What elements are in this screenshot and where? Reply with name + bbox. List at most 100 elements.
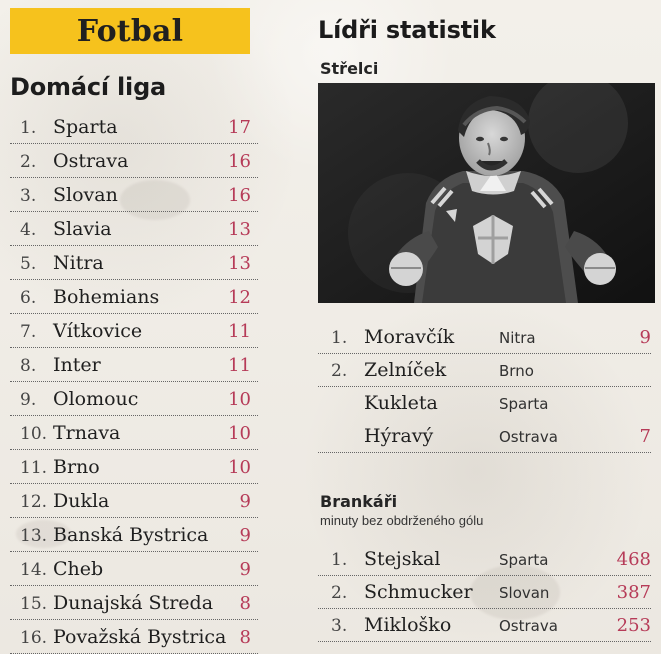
table-row: 5. Nitra 13 <box>10 246 258 280</box>
table-row: 2. Ostrava 16 <box>10 144 258 178</box>
paper-stain <box>470 565 560 620</box>
goalkeepers-title: Brankáři <box>320 492 398 511</box>
row-team: Dukla <box>53 490 110 512</box>
scorer-club: Brno <box>499 362 534 380</box>
table-row: 1. Stejskal Sparta 468 <box>318 542 651 576</box>
table-row: 15. Dunajská Streda 8 <box>10 586 258 620</box>
row-points: 13 <box>228 219 251 240</box>
category-badge: Fotbal <box>10 8 250 54</box>
goalkeeper-minutes: 253 <box>616 615 651 636</box>
goalkeeper-rank: 2. <box>331 583 348 603</box>
row-points: 17 <box>228 117 251 138</box>
table-row: 9. Olomouc 10 <box>10 382 258 416</box>
table-row: 2. Schmucker Slovan 387 <box>318 575 651 609</box>
goalkeeper-club: Slovan <box>499 584 550 602</box>
table-row: 14. Cheb 9 <box>10 552 258 586</box>
goalkeeper-club: Ostrava <box>499 617 558 635</box>
row-team: Nitra <box>53 252 104 274</box>
row-points: 10 <box>228 389 251 410</box>
row-rank: 13. <box>20 526 48 546</box>
goalkeeper-name: Stejskal <box>364 548 441 570</box>
row-rank: 11. <box>20 458 48 478</box>
row-rank: 3. <box>20 186 37 206</box>
row-rank: 7. <box>20 322 37 342</box>
row-points: 16 <box>228 185 251 206</box>
row-rank: 16. <box>20 628 48 648</box>
scorer-club: Sparta <box>499 395 549 413</box>
row-team: Banská Bystrica <box>53 524 209 546</box>
row-team: Brno <box>53 456 100 478</box>
row-rank: 12. <box>20 492 48 512</box>
row-rank: 2. <box>20 152 37 172</box>
table-row: 11. Brno 10 <box>10 450 258 484</box>
goalkeeper-minutes: 387 <box>616 582 651 603</box>
row-points: 9 <box>239 491 251 512</box>
row-team: Slavia <box>53 218 112 240</box>
scorer-rank: 1. <box>331 328 348 348</box>
row-team: Bohemians <box>53 286 160 308</box>
table-row: 12. Dukla 9 <box>10 484 258 518</box>
row-points: 8 <box>239 627 251 648</box>
goalkeeper-minutes: 468 <box>616 549 651 570</box>
row-rank: 10. <box>20 424 48 444</box>
row-rank: 1. <box>20 118 37 138</box>
row-rank: 8. <box>20 356 37 376</box>
table-row: 3. Mikloško Ostrava 253 <box>318 608 651 642</box>
row-team: Cheb <box>53 558 104 580</box>
row-points: 11 <box>228 355 251 376</box>
scorer-name: Hýravý <box>364 425 434 447</box>
table-row: 1. Sparta 17 <box>10 110 258 144</box>
scorer-name: Kukleta <box>364 392 438 414</box>
category-title: Fotbal <box>76 13 184 49</box>
row-team: Dunajská Streda <box>53 592 214 614</box>
row-rank: 6. <box>20 288 37 308</box>
row-rank: 5. <box>20 254 37 274</box>
league-title: Domácí liga <box>10 73 167 101</box>
left-panel: Fotbal Domácí liga 1. Sparta 17 2. Ostra… <box>10 0 258 654</box>
row-team: Sparta <box>53 116 118 138</box>
table-row: 2. Zelníček Brno <box>318 353 651 387</box>
table-row: 4. Slavia 13 <box>10 212 258 246</box>
row-rank: 14. <box>20 560 48 580</box>
row-points: 9 <box>239 525 251 546</box>
row-rank: 9. <box>20 390 37 410</box>
row-team: Ostrava <box>53 150 129 172</box>
scorers-title: Střelci <box>320 59 379 78</box>
goalkeeper-rank: 1. <box>331 550 348 570</box>
scorer-name: Zelníček <box>364 359 447 381</box>
row-team: Slovan <box>53 184 118 206</box>
goalkeeper-name: Schmucker <box>364 581 473 603</box>
row-points: 9 <box>239 559 251 580</box>
paper-stain <box>16 520 71 548</box>
scorer-club: Nitra <box>499 329 536 347</box>
row-points: 8 <box>239 593 251 614</box>
paper-stain <box>120 180 190 220</box>
table-row: Hýravý Ostrava 7 <box>318 419 651 453</box>
row-rank: 15. <box>20 594 48 614</box>
scorer-club: Ostrava <box>499 428 558 446</box>
table-row: 7. Vítkovice 11 <box>10 314 258 348</box>
row-team: Vítkovice <box>53 320 143 342</box>
player-photo <box>318 83 655 303</box>
scorer-name: Moravčík <box>364 326 455 348</box>
goalkeepers-subtitle: minuty bez obdrženého gólu <box>320 513 484 528</box>
table-row: 10. Trnava 10 <box>10 416 258 450</box>
row-points: 10 <box>228 457 251 478</box>
goalkeeper-name: Mikloško <box>364 614 452 636</box>
stats-title: Lídři statistik <box>318 16 496 44</box>
row-team: Považská Bystrica <box>53 626 227 648</box>
row-points: 11 <box>228 321 251 342</box>
goalkeeper-club: Sparta <box>499 551 549 569</box>
goalkeeper-rank: 3. <box>331 616 348 636</box>
row-team: Trnava <box>53 422 121 444</box>
row-points: 10 <box>228 423 251 444</box>
table-row: 16. Považská Bystrica 8 <box>10 620 258 654</box>
row-team: Olomouc <box>53 388 139 410</box>
table-row: 13. Banská Bystrica 9 <box>10 518 258 552</box>
scorer-goals: 7 <box>639 426 651 447</box>
scorer-rank: 2. <box>331 361 348 381</box>
table-row: Kukleta Sparta <box>318 386 651 419</box>
table-row: 6. Bohemians 12 <box>10 280 258 314</box>
scorer-goals: 9 <box>639 327 651 348</box>
row-points: 12 <box>228 287 251 308</box>
